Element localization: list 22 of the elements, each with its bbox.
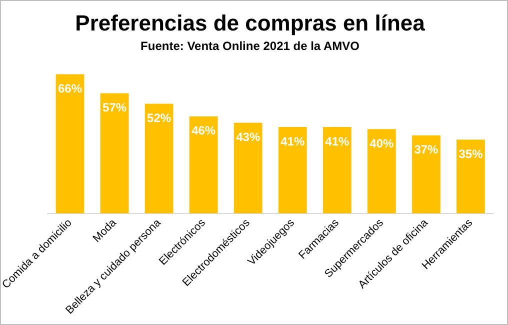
bar [100, 93, 129, 214]
data-label: 40% [370, 136, 394, 150]
data-label: 35% [458, 146, 484, 161]
data-label: 37% [414, 142, 439, 157]
chart-title: Preferencias de compras en línea [75, 10, 426, 36]
bar [234, 122, 262, 214]
bar [322, 126, 352, 214]
bar [278, 126, 307, 214]
bar [412, 135, 440, 214]
bar [56, 74, 84, 214]
data-label: 43% [236, 130, 260, 144]
data-label: 41% [280, 134, 305, 148]
data-label: 46% [192, 124, 216, 138]
data-label: 41% [325, 134, 350, 148]
chart-subtitle: Fuente: Venta Online 2021 de la AMVO [140, 38, 360, 53]
bar [456, 140, 485, 214]
data-label: 57% [102, 100, 127, 115]
bar [189, 116, 218, 214]
bar [367, 129, 396, 214]
data-label: 66% [58, 82, 82, 96]
data-label: 52% [147, 111, 172, 126]
bar [144, 104, 174, 214]
